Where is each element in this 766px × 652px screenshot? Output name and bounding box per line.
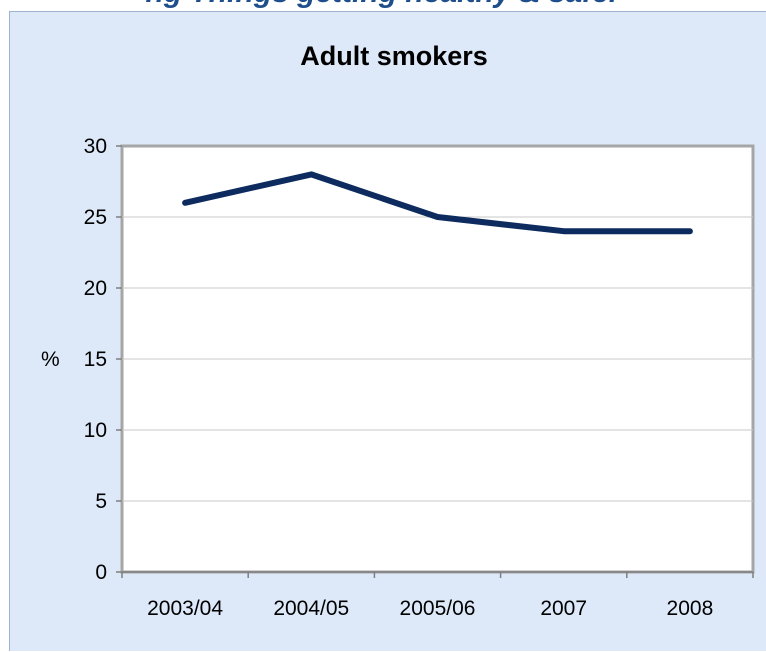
- y-tick-label: 0: [95, 561, 107, 584]
- x-tick-label: 2008: [667, 597, 714, 620]
- x-tick-label: 2003/04: [147, 597, 223, 620]
- x-tick-label: 2005/06: [400, 597, 476, 620]
- x-tick-label: 2004/05: [273, 597, 349, 620]
- x-tick-label: 2007: [540, 597, 587, 620]
- data-point: [435, 215, 440, 219]
- chart-frame: Adult smokers 0 5 10 15 20 25 30 2003/04 2004/05…: [9, 11, 766, 651]
- y-tick-label: 15: [84, 348, 107, 371]
- data-point: [183, 200, 188, 205]
- tick-labels: 0 5 10 15 20 25 30 2003/04 2004/05 2005/06 2007 200…: [84, 135, 714, 620]
- clipped-caption: ng Things getting healthy & safer: [0, 0, 766, 10]
- axes: [116, 145, 754, 578]
- data-point: [309, 172, 314, 177]
- y-tick-label: 10: [84, 419, 107, 442]
- series-layer: [182, 171, 693, 235]
- data-point: [687, 229, 692, 234]
- y-tick-label: 5: [95, 490, 107, 513]
- y-axis-label: %: [41, 348, 60, 371]
- chart-title: Adult smokers: [300, 41, 488, 71]
- y-tick-label: 20: [84, 277, 107, 300]
- y-tick-label: 25: [84, 206, 107, 229]
- y-tick-label: 30: [84, 135, 107, 158]
- adult-smokers-chart: Adult smokers 0 5 10 15 20 25 30 2003/04 2004/05…: [41, 41, 755, 620]
- data-point: [561, 229, 566, 234]
